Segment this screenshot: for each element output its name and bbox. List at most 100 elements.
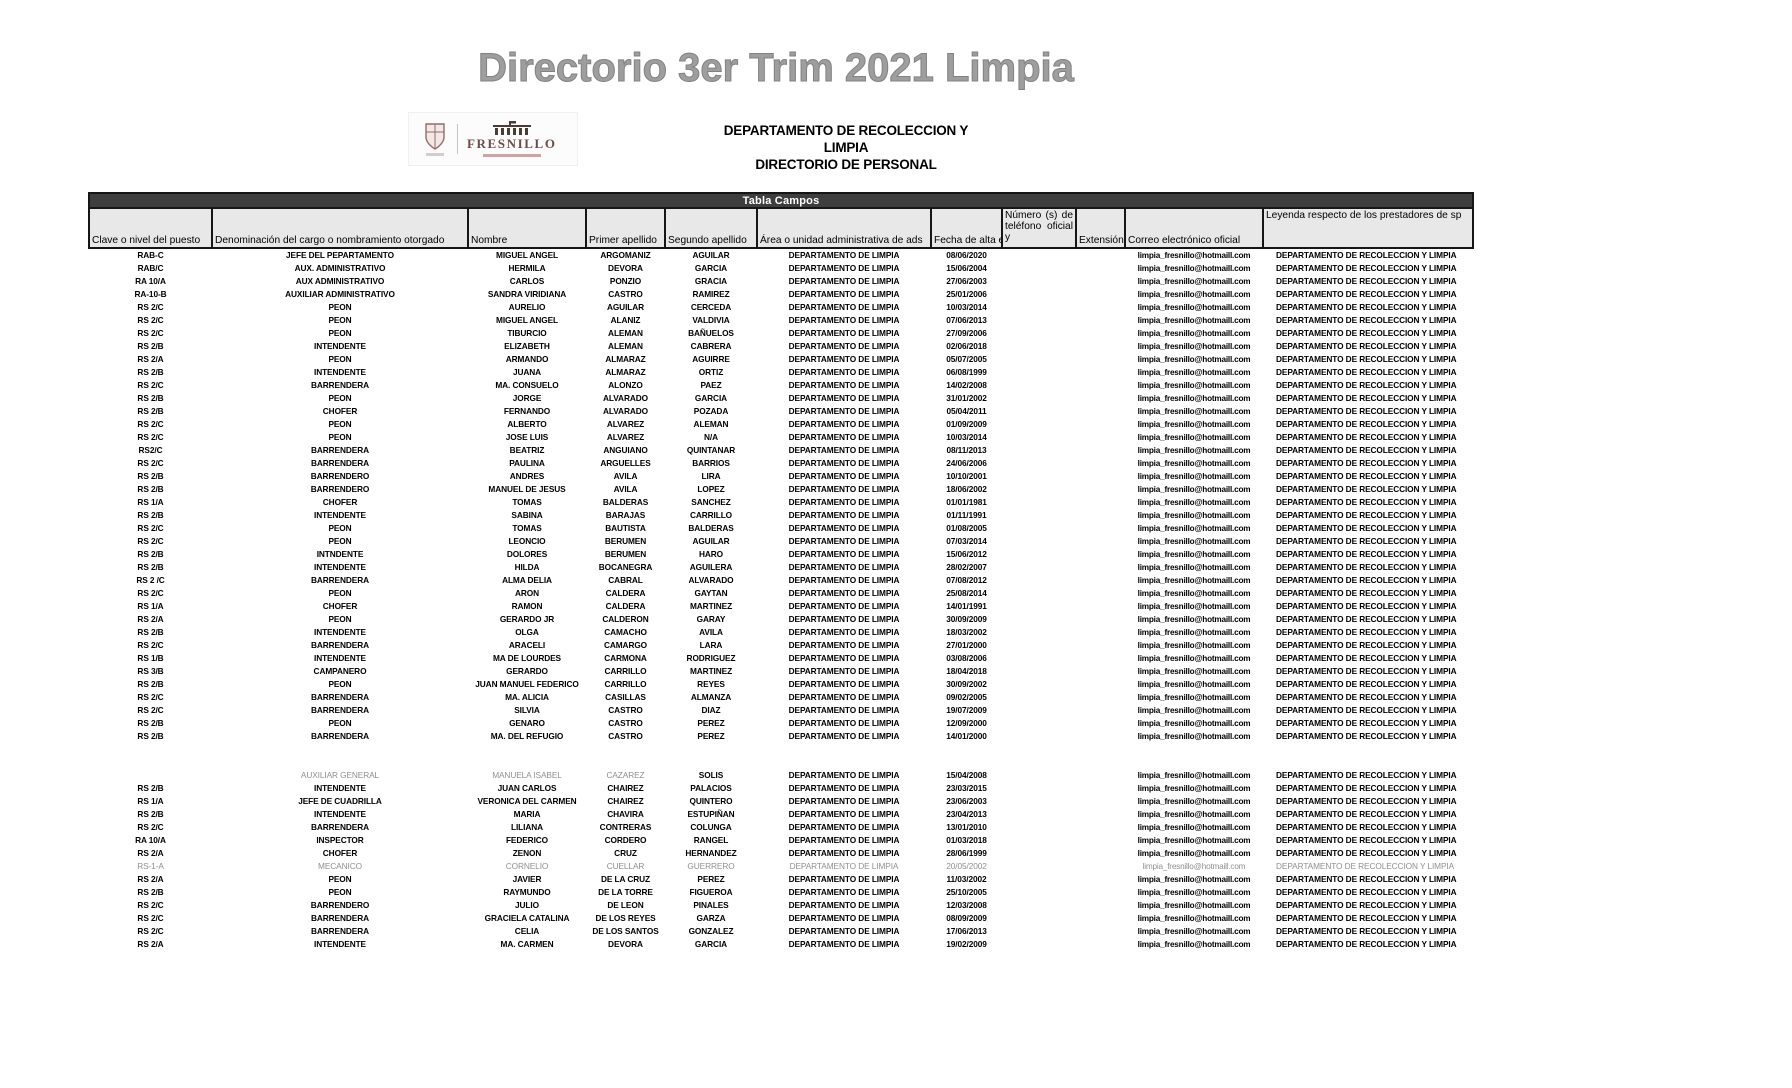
cell-cargo: CHOFER [322,601,358,611]
cell-area [757,756,931,769]
cell-cargo: BARRENDERA [310,822,369,832]
cell-fecha-alta: 07/03/2014 [946,536,987,546]
cell-nombre: JORGE [512,393,542,403]
cell-nombre: MIGUEL ANGEL [496,250,558,260]
cell-extension [1076,509,1125,522]
cell-nombre: GERARDO JR [499,614,555,624]
cell-correo: limpia_fresnillo@hotmaill.com [1137,667,1251,676]
cell-segundo-apellido: QUINTANAR [686,445,736,455]
cell-clave: RS 2/B [137,406,164,416]
cell-cargo: AUXILIAR GENERAL [300,770,380,780]
cell-correo: limpia_fresnillo@hotmaill.com [1137,940,1251,949]
cell-telefono [1002,795,1076,808]
cell-area: DEPARTAMENTO DE LIMPIA [788,939,900,949]
cell-nombre: GERARDO [506,666,548,676]
cell-primer-apellido: DEVORA [608,939,643,949]
cell-segundo-apellido: CARRILLO [689,510,733,520]
cell-nombre: MA. CONSUELO [495,380,559,390]
table-row: RS 2/A CHOFER ZENON CRUZ HERNANDEZ DEPARTAMEN… [89,847,1473,860]
cell-nombre: ZENON [512,848,542,858]
cell-clave [89,743,212,756]
table-row: RS 2/B CHOFER FERNANDO ALVARADO POZADA DEPART… [89,405,1473,418]
cell-segundo-apellido: AGUILERA [689,562,733,572]
cell-extension [1076,912,1125,925]
cell-area: DEPARTAMENTO DE LIMPIA [788,601,900,611]
cell-nombre: VERONICA DEL CARMEN [477,796,577,806]
cell-area: DEPARTAMENTO DE LIMPIA [788,913,900,923]
column-header-cargo: Denominación del cargo o nombramiento ot… [211,207,469,249]
cell-segundo-apellido: ALVARADO [688,575,734,585]
cell-telefono [1002,522,1076,535]
cell-cargo: BARRENDERA [310,380,369,390]
cell-area: DEPARTAMENTO DE LIMPIA [788,575,900,585]
cell-fecha-alta: 02/06/2018 [946,341,987,351]
column-header-telefono: Número (s) de teléfono oficial y [1001,207,1077,249]
cell-extension [1076,626,1125,639]
cell-area: DEPARTAMENTO DE LIMPIA [788,900,900,910]
cell-nombre: MIGUEL ANGEL [496,315,558,325]
crest-icon [423,122,447,156]
cell-correo: limpia_fresnillo@hotmaill.com [1137,615,1251,624]
cell-extension [1076,899,1125,912]
cell-cargo: BARRENDERA [310,705,369,715]
cell-primer-apellido: CARMONA [604,653,647,663]
cell-correo: limpia_fresnillo@hotmaill.com [1137,342,1251,351]
cell-primer-apellido: DE LOS SANTOS [592,926,659,936]
cell-nombre: JUAN MANUEL FEDERICO [475,679,579,689]
cell-segundo-apellido: ESTUPIÑAN [687,809,735,819]
cell-cargo: AUX. ADMINISTRATIVO [294,263,386,273]
cell-primer-apellido: CABRAL [608,575,643,585]
cell-primer-apellido: CAZAREZ [606,770,645,780]
cell-fecha-alta: 25/08/2014 [946,588,987,598]
cell-primer-apellido: ANGUIANO [603,445,648,455]
cell-clave: RS 1/B [137,653,164,663]
cell-fecha-alta: 27/01/2000 [946,640,987,650]
cell-telefono [1002,730,1076,743]
table-row: RS 2/A PEON JAVIER DE LA CRUZ PEREZ DEPARTAME… [89,873,1473,886]
cell-nombre: SILVIA [514,705,540,715]
cell-segundo-apellido: SOLIS [698,770,724,780]
cell-telefono [1002,561,1076,574]
cell-segundo-apellido: ALMANZA [690,692,732,702]
cell-fecha-alta: 20/05/2002 [946,861,987,871]
cell-extension [1076,717,1125,730]
cell-cargo: CHOFER [322,497,358,507]
cell-area: DEPARTAMENTO DE LIMPIA [788,887,900,897]
table-row: RS 2/C PEON AURELIO AGUILAR CERCEDA DEPARTAME… [89,301,1473,314]
cell-cargo: BARRENDERA [310,575,369,585]
cell-telefono [1002,717,1076,730]
cell-clave: RS 2/C [137,432,164,442]
cell-cargo: INTENDENTE [313,939,366,949]
table-row: RA 10/A AUX ADMINISTRATIVO CARLOS PONZIO GRA… [89,275,1473,288]
cell-correo: limpia_fresnillo@hotmaill.com [1137,420,1251,429]
cell-cargo: BARRENDERA [310,640,369,650]
cell-telefono [1002,275,1076,288]
cell-primer-apellido: BARAJAS [605,510,646,520]
cell-extension [1076,327,1125,340]
cell-clave: RS 2/B [137,809,164,819]
cell-extension [1076,808,1125,821]
cell-clave [89,769,212,782]
cell-nombre: SANDRA VIRIDIANA [487,289,567,299]
cell-leyenda: DEPARTAMENTO DE RECOLECCION Y LIMPIA [1276,510,1457,520]
cell-extension [1076,340,1125,353]
cell-extension [1076,704,1125,717]
cell-extension [1076,522,1125,535]
cell-area: DEPARTAMENTO DE LIMPIA [788,445,900,455]
column-header-nombre: Nombre [467,207,587,249]
table-row: RS 2/B INTENDENTE HILDA BOCANEGRA AGUILERA DE… [89,561,1473,574]
cell-telefono [1002,782,1076,795]
table-row: RA-10-B AUXILIAR ADMINISTRATIVO SANDRA VIR… [89,288,1473,301]
cell-nombre: ALMA DELIA [502,575,552,585]
cell-telefono [1002,639,1076,652]
cell-leyenda: DEPARTAMENTO DE RECOLECCION Y LIMPIA [1276,874,1457,884]
cell-fecha-alta: 27/09/2006 [946,328,987,338]
table-row: RAB-C JEFE DEL PEPARTAMENTO MIGUEL ANGEL AR… [89,248,1473,262]
cell-correo: limpia_fresnillo@hotmaill.com [1137,732,1251,741]
cell-primer-apellido: AVILA [613,484,638,494]
cell-area: DEPARTAMENTO DE LIMPIA [788,406,900,416]
cell-fecha-alta: 14/01/1991 [946,601,987,611]
cell-clave: RS 2/C [137,588,164,598]
cell-segundo-apellido: CERCEDA [690,302,732,312]
cell-leyenda: DEPARTAMENTO DE RECOLECCION Y LIMPIA [1276,783,1457,793]
